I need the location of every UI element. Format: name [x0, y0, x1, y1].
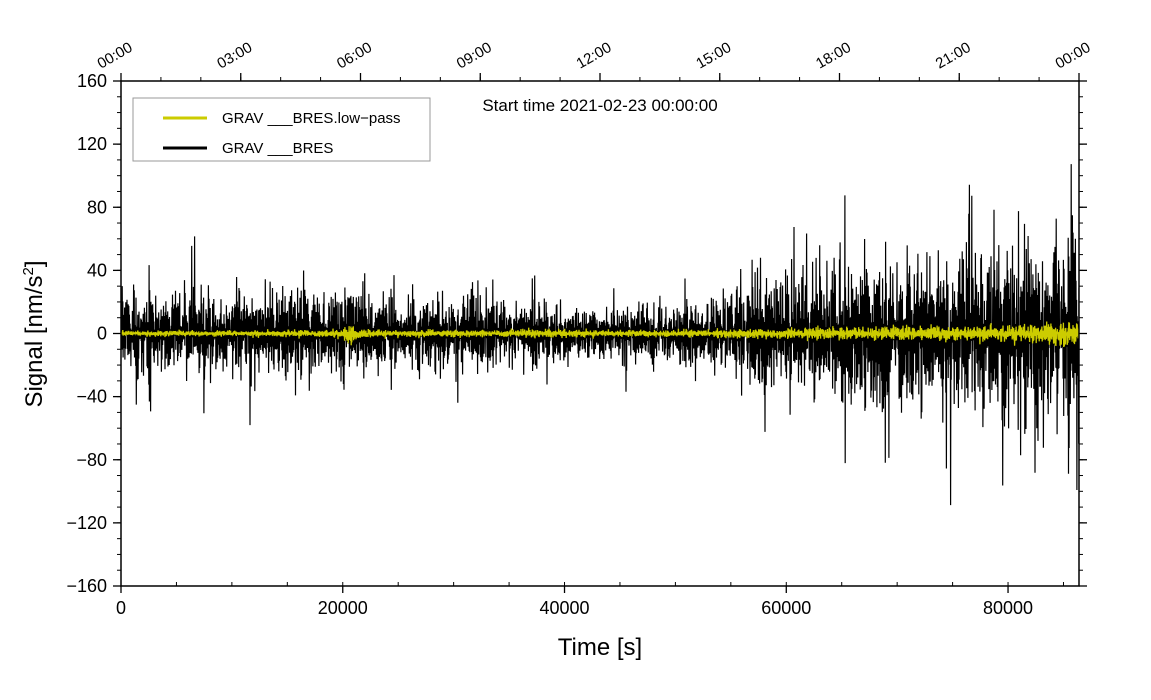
legend-label-raw: GRAV ___BRES: [222, 140, 333, 157]
y-tick-label: 80: [87, 197, 107, 217]
y-tick-label: −40: [76, 387, 107, 407]
y-axis-title: Signal [nm/s2]: [20, 260, 48, 407]
start-time-annotation: Start time 2021-02-23 00:00:00: [482, 96, 717, 115]
x-tick-label: 60000: [761, 598, 811, 618]
series-line-lowpass: [121, 321, 1079, 348]
x-axis-title: Time [s]: [558, 634, 642, 661]
y-tick-label: 40: [87, 260, 107, 280]
x-tick-label: 20000: [318, 598, 368, 618]
y-axis-title-main: Signal [nm/s: [21, 275, 48, 407]
x-tick-label: 80000: [983, 598, 1033, 618]
y-tick-label: 0: [97, 324, 107, 344]
y-tick-label: −160: [66, 576, 107, 596]
y-axis-title-end: ]: [21, 260, 48, 267]
x-tick-label: 0: [116, 598, 126, 618]
y-tick-label: 160: [77, 71, 107, 91]
legend: GRAV ___BRES.low−pass GRAV ___BRES: [132, 97, 431, 162]
x-tick-label: 40000: [539, 598, 589, 618]
y-tick-label: −80: [76, 450, 107, 470]
series-line-raw: [121, 164, 1079, 506]
legend-box: [132, 97, 431, 162]
y-axis-title-superscript: 2: [20, 267, 37, 275]
legend-label-lowpass: GRAV ___BRES.low−pass: [222, 110, 401, 127]
y-tick-label: −120: [66, 513, 107, 533]
plot-area: [121, 164, 1079, 506]
y-tick-label: 120: [77, 134, 107, 154]
